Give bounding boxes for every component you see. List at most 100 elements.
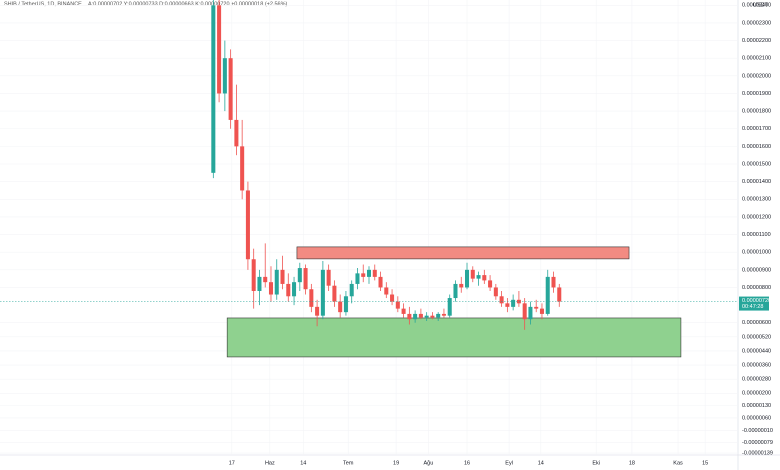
- candle-body: [470, 269, 475, 279]
- candle-body: [407, 313, 412, 320]
- y-tick-label: 0.00002400: [742, 3, 771, 9]
- y-tick-label: -0.00000079: [742, 440, 773, 446]
- candle-body: [516, 299, 521, 304]
- chart-title: SHIB / TetherUS, 1D, BINANCE: [4, 1, 82, 7]
- candle-body: [430, 315, 435, 318]
- candle-body: [436, 313, 441, 318]
- candle-body: [361, 273, 366, 277]
- x-tick-label: 14: [300, 460, 306, 466]
- candle-body: [263, 276, 268, 283]
- last-price-timer: 00:47:28: [742, 304, 763, 310]
- candle-body: [286, 283, 291, 297]
- x-tick-label: 17: [229, 460, 235, 466]
- candle-body: [418, 313, 423, 318]
- y-tick-label: 0.00000130: [742, 403, 771, 409]
- candle-body: [453, 283, 458, 299]
- candle-body: [326, 269, 331, 286]
- x-tick-label: Kas: [673, 460, 683, 466]
- candle-body: [309, 289, 314, 307]
- y-tick-label: 0.00002000: [742, 73, 771, 79]
- candle-body: [292, 282, 297, 297]
- last-price-label: 0.00000720: [742, 298, 771, 304]
- candle-body: [464, 269, 470, 288]
- y-tick-label: 0.00001800: [742, 109, 771, 115]
- candle-body: [355, 273, 360, 284]
- candle-body: [338, 301, 343, 313]
- candle-body: [499, 296, 504, 304]
- candle-body: [228, 58, 233, 120]
- candle-body: [551, 276, 556, 288]
- candle-body: [395, 301, 400, 309]
- candle-body: [401, 308, 406, 314]
- candle-body: [280, 269, 285, 284]
- x-tick-label: 14: [538, 460, 544, 466]
- y-tick-label: 0.00001300: [742, 197, 771, 203]
- y-tick-label: 0.00001700: [742, 126, 771, 132]
- y-tick-label: 0.00002200: [742, 38, 771, 44]
- y-tick-label: 0.00000800: [742, 285, 771, 291]
- x-tick-label: Ağu: [423, 460, 433, 466]
- y-tick-label: 0.00000060: [742, 415, 771, 421]
- candle-body: [268, 282, 274, 295]
- candle-body: [534, 306, 539, 309]
- x-tick-label: 18: [629, 460, 635, 466]
- ohlc-readout: A:0.00000702 Y:0.00000733 D:0.00000663 K…: [88, 1, 287, 7]
- candle-body: [488, 280, 493, 288]
- x-tick-label: Tem: [343, 460, 354, 466]
- candle-body: [384, 287, 389, 295]
- candle-body: [482, 275, 487, 281]
- y-tick-label: 0.00000280: [742, 377, 771, 383]
- y-tick-label: 0.00001100: [742, 232, 771, 238]
- candle-body: [493, 287, 498, 297]
- y-tick-label: 0.00001000: [742, 250, 771, 256]
- candle-body: [372, 269, 377, 277]
- candle-body: [274, 269, 279, 295]
- x-tick-label: Haz: [265, 460, 275, 466]
- y-tick-label: 0.00001500: [742, 161, 771, 167]
- y-tick-label: 0.00000600: [742, 320, 771, 326]
- candle-body: [539, 308, 544, 314]
- candle-body: [332, 285, 337, 302]
- candle-body: [557, 287, 562, 302]
- candle-body: [297, 268, 302, 283]
- candle-body: [528, 306, 533, 320]
- candle-body: [505, 303, 510, 307]
- candle-body: [441, 313, 446, 316]
- y-tick-label: 0.00000200: [742, 391, 771, 397]
- y-tick-label: 0.00000520: [742, 334, 771, 340]
- candle-body: [303, 268, 308, 290]
- candle-body: [343, 296, 348, 313]
- candle-body: [390, 294, 395, 302]
- candle-body: [251, 259, 256, 291]
- currency-label: USDT: [753, 2, 769, 8]
- candle-body: [511, 299, 516, 307]
- candle-body: [217, 5, 222, 94]
- y-tick-label: -0.00000010: [742, 428, 773, 434]
- x-tick-label: 19: [393, 460, 399, 466]
- y-tick-label: 0.00000360: [742, 363, 771, 369]
- x-tick-label: 15: [702, 460, 708, 466]
- x-tick-label: 16: [464, 460, 470, 466]
- candle-body: [349, 283, 354, 297]
- y-tick-label: 0.00001600: [742, 144, 771, 150]
- y-tick-label: 0.00002300: [742, 20, 771, 26]
- y-tick-label: 0.00001900: [742, 91, 771, 97]
- candle-body: [522, 303, 527, 320]
- candle-body: [234, 119, 239, 147]
- candle-body: [413, 313, 418, 320]
- candle-body: [222, 58, 227, 94]
- price-zone: [226, 317, 682, 358]
- candle-body: [459, 283, 464, 288]
- candle-body: [245, 190, 250, 260]
- candle-body: [366, 269, 372, 277]
- candle-body: [424, 315, 429, 318]
- x-tick-label: Eki: [592, 460, 600, 466]
- last-price-box: [739, 296, 769, 311]
- candle-body: [545, 276, 550, 314]
- y-tick-label: 0.00002100: [742, 56, 771, 62]
- y-tick-label: 0.00001200: [742, 214, 771, 220]
- candle-body: [320, 269, 325, 316]
- candle-body: [447, 298, 452, 316]
- x-tick-label: Eyl: [505, 460, 513, 466]
